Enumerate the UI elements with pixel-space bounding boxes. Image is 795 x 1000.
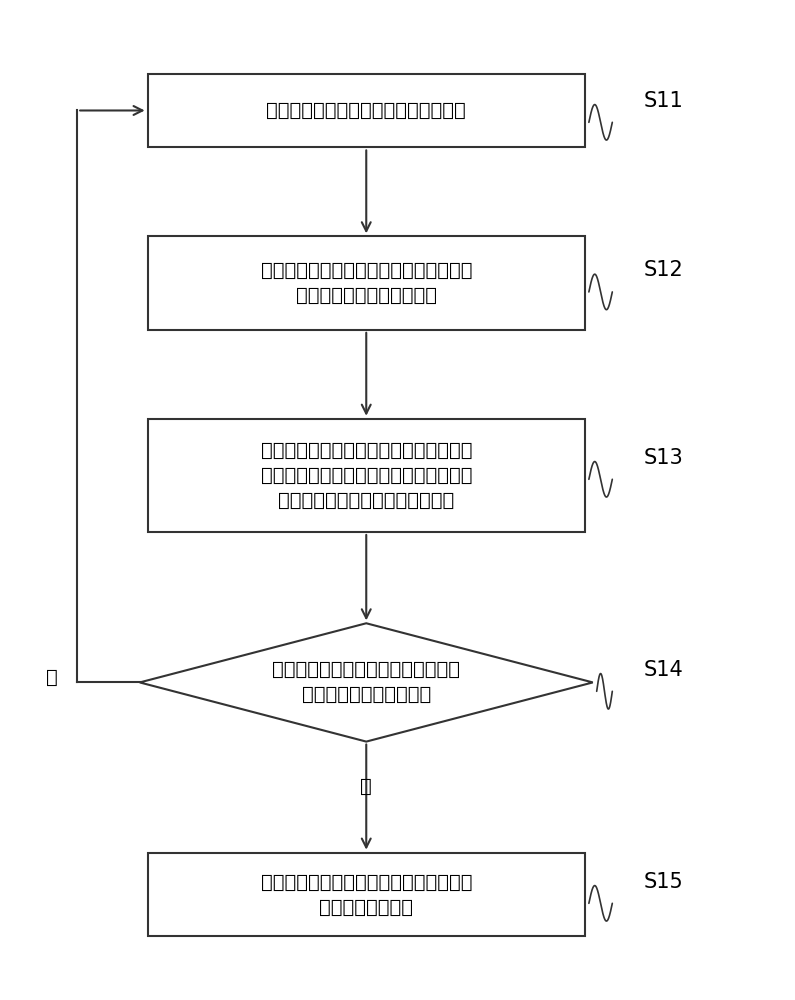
- Text: 向电动车发送报警信号和当前可用的充电
桩的第二位置信息: 向电动车发送报警信号和当前可用的充电 桩的第二位置信息: [261, 872, 472, 916]
- FancyBboxPatch shape: [148, 853, 585, 936]
- Text: S15: S15: [643, 872, 683, 892]
- Text: 获取电动车当前所在管理区域内的充电桩
的工作状态和第二位置信息: 获取电动车当前所在管理区域内的充电桩 的工作状态和第二位置信息: [261, 261, 472, 305]
- Text: 确定电动车的续航里程和第一位置信息: 确定电动车的续航里程和第一位置信息: [266, 101, 466, 120]
- Text: 是: 是: [360, 776, 372, 795]
- Text: S14: S14: [643, 660, 683, 680]
- Text: 否: 否: [46, 668, 58, 687]
- Polygon shape: [140, 623, 593, 742]
- Text: S11: S11: [643, 91, 683, 111]
- FancyBboxPatch shape: [148, 419, 585, 532]
- FancyBboxPatch shape: [148, 74, 585, 147]
- Text: 判断电动车当前可用的充电桩的个数
是否小于预设的个数阈值: 判断电动车当前可用的充电桩的个数 是否小于预设的个数阈值: [272, 660, 460, 704]
- Text: S12: S12: [643, 260, 683, 280]
- Text: S13: S13: [643, 448, 683, 468]
- FancyBboxPatch shape: [148, 236, 585, 330]
- Text: 基于续航里程、第一位置信息、工作状态
及第二位置信息确定电动车当前可用的充
电桩，工作状态包括可用和不可用: 基于续航里程、第一位置信息、工作状态 及第二位置信息确定电动车当前可用的充 电桩…: [261, 441, 472, 510]
